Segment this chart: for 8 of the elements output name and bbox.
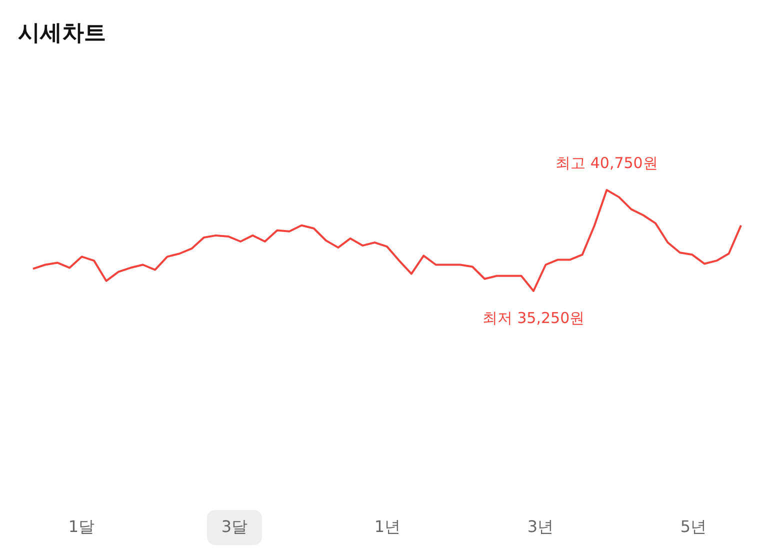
text: 1년	[360, 510, 415, 545]
text: 3달	[207, 510, 262, 545]
annotation: 최고 40,750원	[556, 154, 658, 172]
text: 1달	[54, 510, 109, 545]
annotation: 최저 35,250원	[482, 308, 585, 327]
text: 5년	[666, 510, 721, 545]
chart-title: 시세차트	[18, 20, 106, 48]
text: 3년	[513, 510, 568, 545]
